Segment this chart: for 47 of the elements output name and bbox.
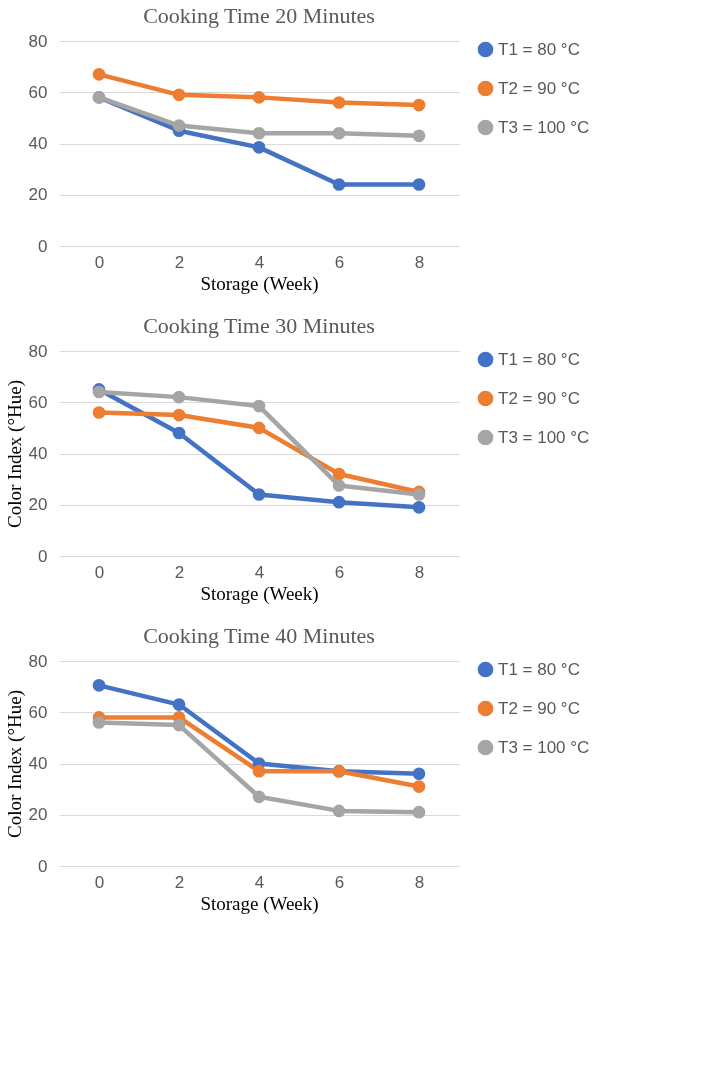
x-tick-label: 8 [414,252,425,272]
y-axis-title: Color Index (°Hue) [3,380,26,528]
x-tick-label: 2 [174,562,185,582]
x-axis-title: Storage (Week) [200,272,319,295]
chart-title: Cooking Time 40 Minutes [143,623,375,648]
y-tick-label: 20 [28,185,48,205]
chart-title: Cooking Time 20 Minutes [143,3,375,28]
x-tick-label: 2 [174,252,185,272]
y-tick-label: 80 [28,341,48,361]
y-tick-label: 40 [28,444,48,463]
y-tick-label: 20 [28,495,48,515]
y-tick-label: 80 [28,651,48,671]
x-tick-label: 4 [254,562,265,582]
chart-title: Cooking Time 30 Minutes [143,313,375,338]
x-tick-label: 8 [414,562,425,582]
y-tick-label: 0 [38,856,48,876]
legend-label: T1 = 80 °C [498,39,580,59]
y-tick-label: 40 [28,754,48,773]
legend-label: T2 = 90 °C [498,698,580,718]
legend-label: T3 = 100 °C [498,737,590,757]
y-tick-label: 60 [28,702,48,722]
y-tick-label: 80 [28,31,48,51]
legend-label: T3 = 100 °C [498,427,590,447]
x-axis-title: Storage (Week) [200,582,319,605]
x-tick-label: 4 [254,872,265,892]
legend-label: T3 = 100 °C [498,117,590,137]
y-tick-label: 40 [28,134,48,153]
x-axis-title: Storage (Week) [200,892,319,915]
x-tick-label: 6 [334,872,345,892]
x-tick-label: 2 [174,872,185,892]
y-tick-label: 60 [28,82,48,102]
legend-label: T1 = 80 °C [498,349,580,369]
x-tick-label: 0 [94,252,105,272]
legend-label: T2 = 90 °C [498,78,580,98]
x-tick-label: 4 [254,252,265,272]
x-tick-label: 6 [334,562,345,582]
y-tick-label: 0 [38,546,48,566]
x-tick-label: 0 [94,562,105,582]
y-axis-title: Color Index (°Hue) [3,690,26,838]
legend-label: T1 = 80 °C [498,659,580,679]
legend-label: T2 = 90 °C [498,388,580,408]
x-tick-label: 0 [94,872,105,892]
y-tick-label: 20 [28,805,48,825]
y-tick-label: 60 [28,392,48,412]
x-tick-label: 8 [414,872,425,892]
x-tick-label: 6 [334,252,345,272]
y-tick-label: 0 [38,236,48,256]
